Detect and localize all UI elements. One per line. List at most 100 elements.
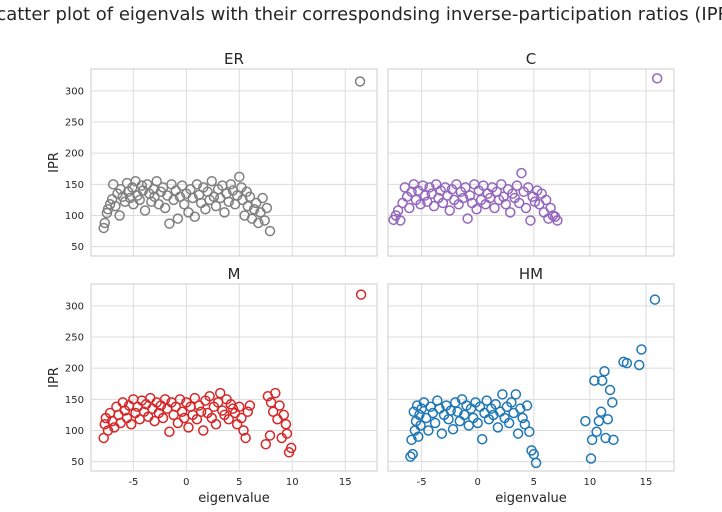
data-point-hm bbox=[476, 433, 488, 445]
data-point-c bbox=[406, 186, 417, 198]
data-point-hm bbox=[423, 425, 434, 436]
x-tick-label: -5 bbox=[128, 477, 138, 488]
data-point-er bbox=[141, 179, 153, 190]
data-point-c bbox=[428, 200, 440, 212]
data-point-er bbox=[248, 204, 260, 215]
data-point-hm bbox=[530, 457, 542, 469]
ticks-m: -5 0 5 10 15 50 100 150 200 250 300 bbox=[65, 301, 352, 488]
data-point-er bbox=[225, 179, 237, 190]
data-point-hm bbox=[636, 344, 647, 355]
y-tick-label: 250 bbox=[65, 117, 84, 128]
y-tick-label: 300 bbox=[65, 86, 84, 97]
data-point-er bbox=[114, 210, 125, 221]
x-tick-label: 15 bbox=[640, 477, 653, 488]
y-tick-label: 50 bbox=[71, 242, 84, 253]
data-point-c bbox=[444, 205, 455, 216]
data-point-c bbox=[513, 197, 525, 209]
data-point-m bbox=[164, 426, 175, 437]
data-point-c bbox=[496, 179, 507, 190]
data-point-hm bbox=[459, 409, 470, 421]
data-point-m bbox=[244, 400, 256, 411]
data-point-hm bbox=[608, 434, 619, 446]
data-point-hm bbox=[515, 403, 526, 414]
data-point-er bbox=[124, 192, 136, 204]
y-tick-label: 150 bbox=[65, 395, 84, 406]
data-point-m bbox=[172, 417, 184, 429]
points-er bbox=[98, 76, 366, 237]
data-point-hm bbox=[405, 451, 416, 462]
grid-m bbox=[91, 284, 377, 471]
data-point-hm bbox=[607, 397, 618, 408]
data-point-m bbox=[204, 390, 215, 402]
data-point-hm bbox=[445, 405, 457, 416]
data-point-er bbox=[136, 180, 148, 191]
data-point-er bbox=[151, 175, 162, 187]
data-point-er bbox=[110, 200, 121, 212]
data-point-m bbox=[102, 425, 114, 436]
data-point-er bbox=[354, 76, 366, 87]
data-point-m bbox=[270, 387, 281, 399]
data-point-hm bbox=[414, 409, 425, 421]
data-point-c bbox=[464, 190, 476, 201]
data-point-er bbox=[206, 175, 218, 187]
data-point-er bbox=[261, 202, 273, 214]
ticks-er: 50 100 150 200 250 300 bbox=[65, 86, 84, 253]
plot-area-er bbox=[90, 68, 378, 257]
data-point-er bbox=[210, 200, 222, 212]
data-point-m bbox=[281, 428, 293, 439]
panel-title-m: M bbox=[228, 265, 241, 283]
x-tick-label: 0 bbox=[183, 477, 189, 488]
data-point-hm bbox=[492, 422, 504, 433]
data-point-m bbox=[238, 425, 249, 436]
data-point-m bbox=[223, 414, 234, 425]
data-point-m bbox=[260, 438, 272, 450]
y-tick-label: 250 bbox=[65, 332, 84, 343]
data-point-m bbox=[240, 432, 251, 444]
x-tick-label: 15 bbox=[339, 477, 352, 488]
data-point-m bbox=[264, 430, 276, 441]
data-point-c bbox=[540, 194, 552, 206]
data-point-hm bbox=[524, 426, 535, 437]
data-point-m bbox=[274, 400, 285, 411]
data-point-hm bbox=[585, 453, 597, 464]
data-point-m bbox=[159, 394, 171, 405]
data-point-er bbox=[244, 191, 256, 203]
data-point-er bbox=[104, 199, 116, 210]
data-point-er bbox=[257, 192, 268, 204]
figure-title: Scatter plot of eigenvals with their cor… bbox=[0, 4, 722, 25]
data-point-m bbox=[115, 417, 126, 429]
data-point-c bbox=[462, 213, 473, 224]
x-tick-label: 5 bbox=[531, 477, 537, 488]
data-point-hm bbox=[407, 448, 418, 460]
y-tick-label: 50 bbox=[71, 457, 84, 468]
y-tick-label: 200 bbox=[65, 364, 84, 375]
data-point-hm bbox=[450, 397, 461, 408]
data-point-hm bbox=[596, 375, 608, 386]
data-point-hm bbox=[621, 357, 633, 369]
data-point-m bbox=[210, 419, 222, 430]
data-point-m bbox=[198, 425, 209, 436]
data-point-c bbox=[395, 215, 406, 226]
data-point-hm bbox=[488, 409, 499, 421]
x-tick-label: 10 bbox=[584, 477, 597, 488]
data-point-c bbox=[511, 180, 523, 191]
data-point-c bbox=[522, 182, 534, 193]
data-point-hm bbox=[521, 400, 533, 411]
data-point-hm bbox=[600, 432, 611, 444]
points-hm bbox=[405, 294, 661, 469]
panel-title-hm: HM bbox=[519, 265, 543, 283]
subplot-c: C bbox=[387, 50, 675, 257]
data-point-c bbox=[545, 202, 556, 214]
data-point-hm bbox=[512, 428, 524, 439]
data-point-c bbox=[419, 190, 431, 201]
data-point-m bbox=[355, 289, 367, 300]
data-point-er bbox=[107, 179, 119, 190]
grid-er bbox=[91, 69, 377, 256]
data-point-er bbox=[200, 204, 211, 215]
data-point-hm bbox=[649, 294, 661, 305]
data-point-er bbox=[264, 225, 276, 237]
y-tick-label: 200 bbox=[65, 149, 84, 160]
data-point-er bbox=[234, 171, 245, 183]
y-tick-label: 100 bbox=[65, 211, 84, 222]
data-point-er bbox=[253, 217, 264, 229]
